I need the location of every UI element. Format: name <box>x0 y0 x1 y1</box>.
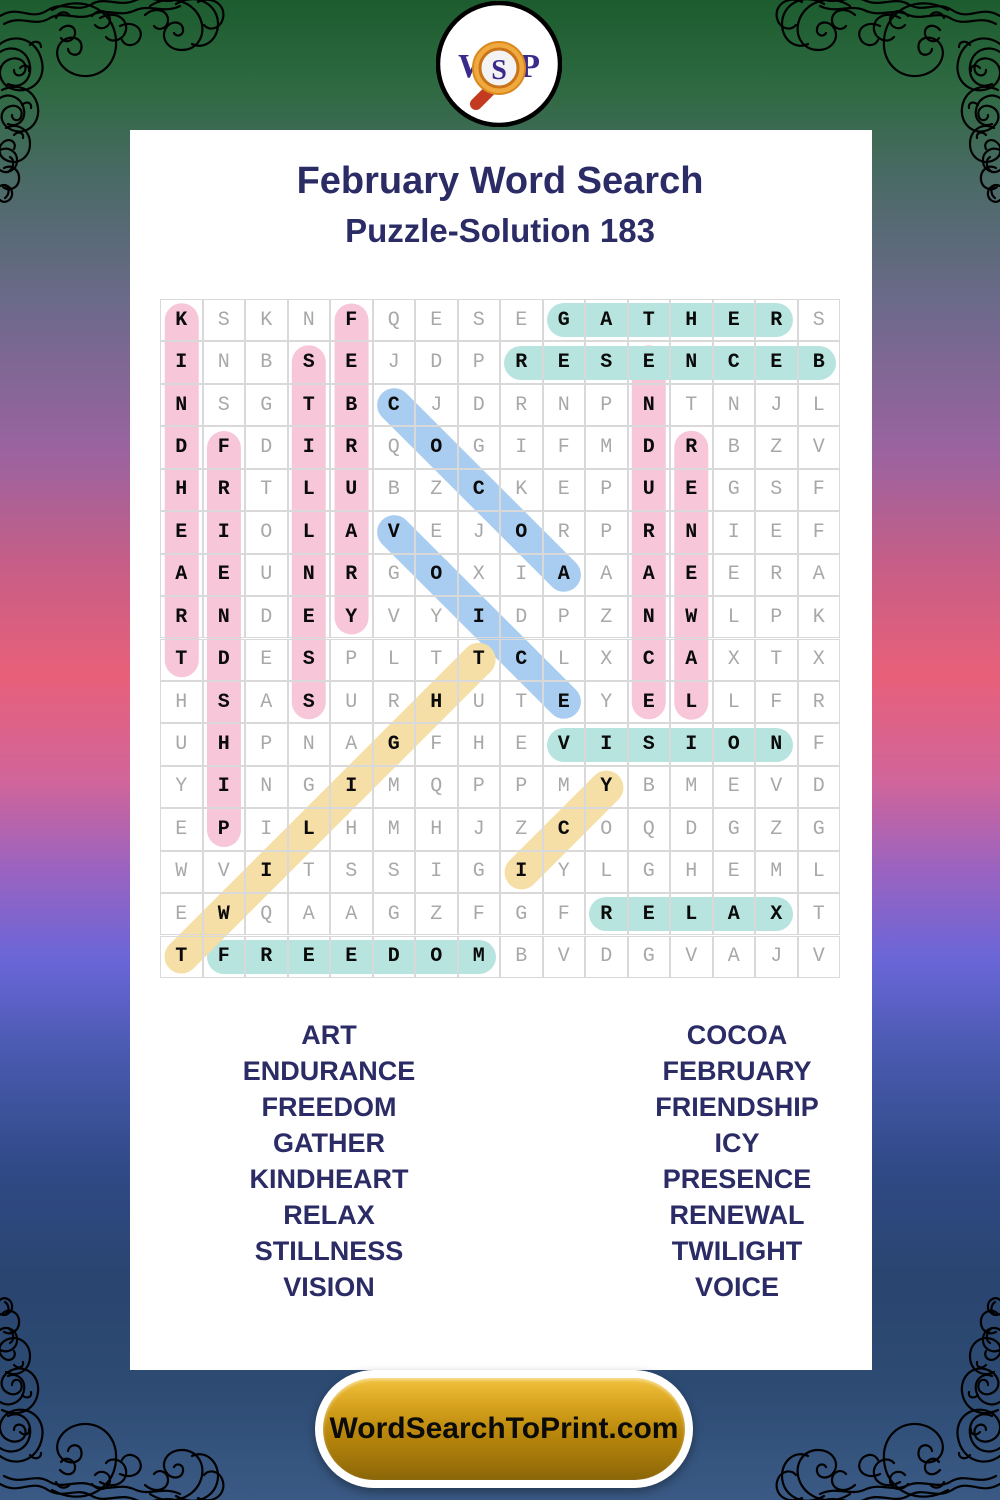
svg-text:S: S <box>491 55 507 86</box>
